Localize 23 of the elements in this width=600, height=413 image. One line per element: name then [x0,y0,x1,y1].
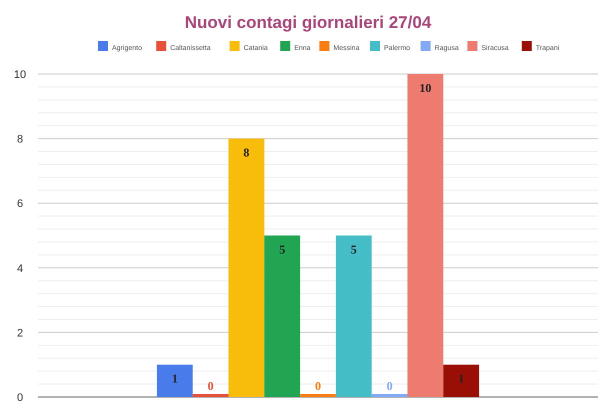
bar [228,138,264,397]
y-tick-label: 0 [16,392,24,404]
y-tick-label: 10 [14,69,26,81]
bar [407,74,444,397]
bar [264,236,300,397]
y-tick-label: 8 [16,134,24,146]
bar [192,394,229,397]
y-tick-label: 4 [16,262,24,275]
bar [372,394,408,397]
data-label: 0 [315,379,321,393]
data-label: 8 [243,146,250,160]
data-label: 0 [208,379,214,393]
chart-title: Nuovi contagi giornalieri 27/04 [184,13,432,32]
data-label: 1 [458,372,464,386]
data-label: 0 [386,379,393,393]
data-label: 1 [172,372,178,386]
bar [336,236,372,397]
bar [300,394,336,397]
y-tick-label: 6 [16,198,24,210]
data-label: 5 [279,242,286,256]
y-tick-label: 2 [16,327,24,340]
data-label: 10 [419,81,432,95]
data-label: 5 [350,242,357,256]
